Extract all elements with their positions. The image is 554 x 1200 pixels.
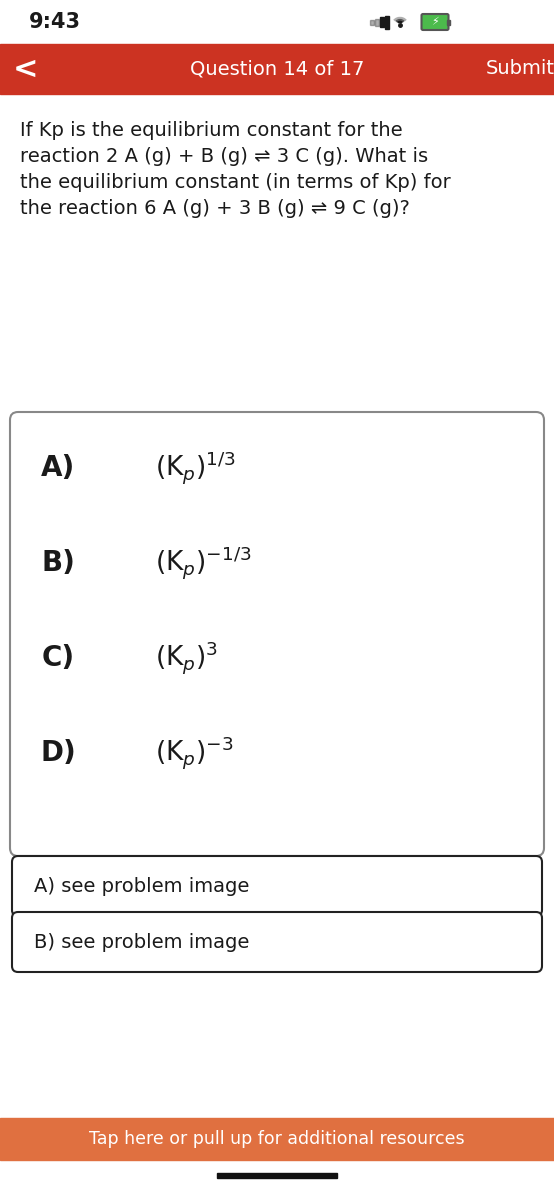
Text: D): D) <box>40 739 76 767</box>
Text: Submit: Submit <box>485 60 554 78</box>
Text: <: < <box>12 54 38 84</box>
Text: (K$_p$)$^{1/3}$: (K$_p$)$^{1/3}$ <box>155 450 236 486</box>
Bar <box>217 1174 337 1178</box>
Bar <box>0 44 554 94</box>
Text: A): A) <box>41 454 75 482</box>
Text: B) see problem image: B) see problem image <box>34 932 249 952</box>
Text: the reaction 6 A (g) + 3 B (g) ⇌ 9 C (g)?: the reaction 6 A (g) + 3 B (g) ⇌ 9 C (g)… <box>20 198 410 217</box>
FancyBboxPatch shape <box>12 912 542 972</box>
Text: Tap here or pull up for additional resources: Tap here or pull up for additional resou… <box>89 1130 465 1148</box>
Text: ⚡: ⚡ <box>431 17 439 26</box>
Bar <box>370 19 373 24</box>
Text: If Kp is the equilibrium constant for the: If Kp is the equilibrium constant for th… <box>20 120 403 139</box>
Bar <box>380 17 383 26</box>
Bar <box>0 1118 554 1160</box>
Text: 9:43: 9:43 <box>29 12 81 32</box>
Bar <box>385 16 388 29</box>
Text: A) see problem image: A) see problem image <box>34 876 249 895</box>
Text: (K$_p$)$^{-1/3}$: (K$_p$)$^{-1/3}$ <box>155 545 252 581</box>
Text: Question 14 of 17: Question 14 of 17 <box>190 60 364 78</box>
FancyBboxPatch shape <box>422 14 449 30</box>
FancyBboxPatch shape <box>10 412 544 856</box>
Bar <box>375 18 378 25</box>
Text: the equilibrium constant (in terms of Kp) for: the equilibrium constant (in terms of Kp… <box>20 173 451 192</box>
FancyBboxPatch shape <box>12 856 542 916</box>
Text: (K$_p$)$^{3}$: (K$_p$)$^{3}$ <box>155 640 218 677</box>
Bar <box>447 19 449 24</box>
Text: (K$_p$)$^{-3}$: (K$_p$)$^{-3}$ <box>155 734 234 772</box>
Text: reaction 2 A (g) + B (g) ⇌ 3 C (g). What is: reaction 2 A (g) + B (g) ⇌ 3 C (g). What… <box>20 146 428 166</box>
Text: C): C) <box>42 644 75 672</box>
Text: B): B) <box>41 550 75 577</box>
